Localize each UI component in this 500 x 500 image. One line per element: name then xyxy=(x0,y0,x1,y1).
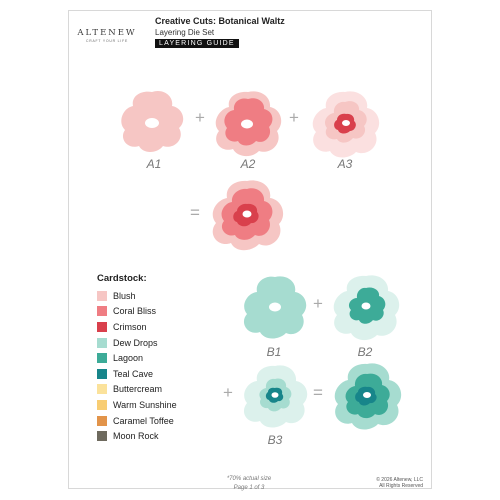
flower-a1 xyxy=(121,90,184,152)
legend-item: Buttercream xyxy=(97,382,177,398)
flower-b2-center xyxy=(361,302,371,310)
scale-note: *70% actual size Page 1 of 3 xyxy=(219,475,279,493)
flower-b-result xyxy=(334,363,402,430)
plus-sign-a2: + xyxy=(289,108,299,127)
flower-b-result-center xyxy=(363,392,371,398)
color-swatch xyxy=(97,384,107,395)
legend-item: Caramel Toffee xyxy=(97,413,177,429)
color-swatch xyxy=(97,337,107,348)
legend-item: Lagoon xyxy=(97,350,177,366)
color-swatch xyxy=(97,368,107,379)
scale-note-text: *70% actual size xyxy=(226,476,272,482)
page-number: Page 1 of 3 xyxy=(233,485,265,491)
color-swatch xyxy=(97,399,107,410)
legend-label: Teal Cave xyxy=(113,368,154,379)
legend-label: Buttercream xyxy=(113,384,163,395)
step-label-a1: A1 xyxy=(146,157,162,171)
flower-a2 xyxy=(215,91,282,157)
guide-sheet: ALTENEW CRAFT YOUR LIFE Creative Cuts: B… xyxy=(68,10,432,491)
flower-b2 xyxy=(333,275,400,341)
brand-wordmark: ALTENEW xyxy=(77,28,137,38)
step-label-a2: A2 xyxy=(240,157,256,171)
flower-a1-center xyxy=(145,118,159,128)
plus-sign-a1: + xyxy=(195,108,205,127)
legend-item: Dew Drops xyxy=(97,335,177,351)
plus-sign-b1: + xyxy=(313,294,323,313)
legend-label: Coral Bliss xyxy=(113,306,157,317)
flower-a3 xyxy=(312,91,380,158)
color-swatch xyxy=(97,431,107,442)
copyright-line2: All Rights Reserved xyxy=(379,483,423,489)
legend-title: Cardstock: xyxy=(97,273,147,284)
legend-item: Moon Rock xyxy=(97,428,177,444)
legend-label: Blush xyxy=(113,290,136,301)
legend-label: Caramel Toffee xyxy=(113,415,174,426)
legend-label: Crimson xyxy=(113,321,147,332)
flower-a-result xyxy=(212,180,284,251)
equals-sign-a: = xyxy=(190,203,200,222)
flower-a-result-center xyxy=(242,210,252,218)
page-title: Creative Cuts: Botanical Waltz xyxy=(155,16,285,26)
color-swatch xyxy=(97,415,107,426)
flower-a3-center xyxy=(342,120,350,126)
legend-label: Lagoon xyxy=(113,353,144,364)
flower-b1-center xyxy=(269,302,281,312)
legend-item: Coral Bliss xyxy=(97,304,177,320)
plus-sign-b2: + xyxy=(223,383,233,402)
brand-tagline: CRAFT YOUR LIFE xyxy=(85,39,129,43)
brand-logo: ALTENEW CRAFT YOUR LIFE xyxy=(77,28,137,43)
flower-a2-center xyxy=(241,119,253,129)
legend-label: Dew Drops xyxy=(113,337,158,348)
page-subtitle: Layering Die Set xyxy=(155,28,215,37)
step-label-a3: A3 xyxy=(337,157,353,171)
color-swatch xyxy=(97,290,107,301)
copyright-line1: © 2026 Altenew, LLC xyxy=(376,477,423,483)
flower-b3-center xyxy=(271,392,279,398)
legend-item: Crimson xyxy=(97,319,177,335)
legend-item: Teal Cave xyxy=(97,366,177,382)
color-swatch xyxy=(97,321,107,332)
step-label-b2: B2 xyxy=(357,345,373,359)
legend-label: Moon Rock xyxy=(113,431,159,442)
flower-b1 xyxy=(243,276,307,339)
equals-sign-b: = xyxy=(313,383,323,402)
guide-badge: LAYERING GUIDE xyxy=(155,39,239,48)
step-label-b1: B1 xyxy=(266,345,282,359)
cardstock-legend: Cardstock: Blush Coral Bliss Crimson Dew… xyxy=(97,273,177,444)
legend-item: Warm Sunshine xyxy=(97,397,177,413)
step-label-b3: B3 xyxy=(267,433,283,447)
color-swatch xyxy=(97,353,107,364)
color-swatch xyxy=(97,306,107,317)
flower-b3 xyxy=(243,365,308,428)
legend-label: Warm Sunshine xyxy=(113,399,177,410)
legend-item: Blush xyxy=(97,288,177,304)
copyright: © 2026 Altenew, LLC All Rights Reserved xyxy=(376,477,423,489)
